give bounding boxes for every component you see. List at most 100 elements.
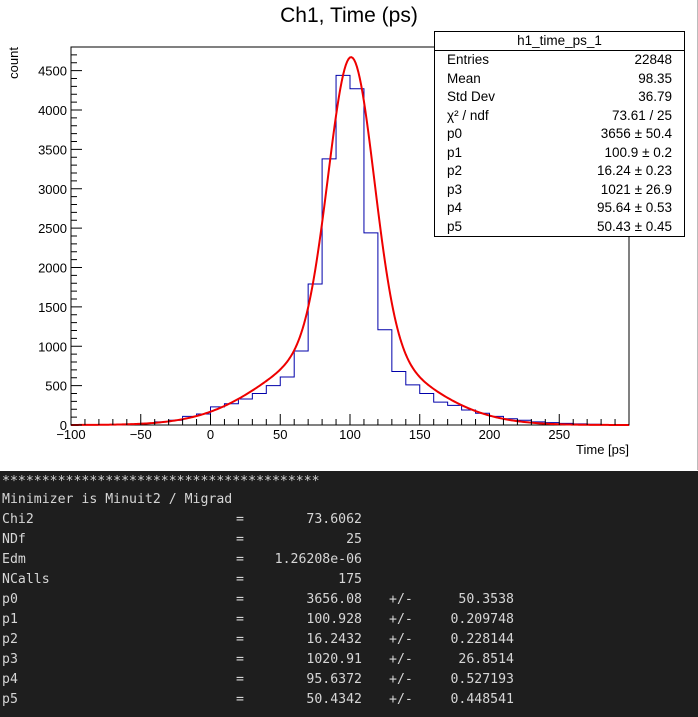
terminal-minimizer-line: Minimizer is Minuit2 / Migrad xyxy=(2,492,233,507)
stats-row: Mean 98.35 xyxy=(435,70,684,89)
stats-row: Entries 22848 xyxy=(435,51,684,70)
terminal-pm: +/- xyxy=(389,632,413,647)
stats-value: 100.9 ± 0.2 xyxy=(604,144,672,160)
histogram-bar xyxy=(420,394,434,426)
terminal-eq: = xyxy=(236,632,244,647)
stats-value: 3656 ± 50.4 xyxy=(600,126,672,141)
terminal-name: p3 xyxy=(2,652,18,667)
terminal-pm: +/- xyxy=(389,652,413,667)
terminal-eq: = xyxy=(236,672,244,687)
x-tick-label: −50 xyxy=(130,427,152,442)
stats-key: p3 xyxy=(447,181,463,197)
histogram-bar xyxy=(392,371,406,425)
x-tick-label: −100 xyxy=(56,427,85,442)
terminal-val: 25 xyxy=(346,532,362,547)
x-axis-label: Time [ps] xyxy=(576,442,629,457)
stats-value: 95.64 ± 0.53 xyxy=(597,200,672,215)
terminal-val: 100.928 xyxy=(306,612,362,627)
terminal-pm: +/- xyxy=(389,692,413,707)
stats-key: p1 xyxy=(447,144,463,160)
terminal-eq: = xyxy=(236,692,244,707)
terminal-eq: = xyxy=(236,612,244,627)
y-tick-label: 4500 xyxy=(38,64,67,79)
histogram-bar xyxy=(336,75,350,425)
terminal-row: Edm = 1.26208e-06 xyxy=(0,550,698,570)
y-tick-label: 1500 xyxy=(38,300,67,315)
histogram-bar xyxy=(252,394,266,426)
terminal-name: p2 xyxy=(2,632,18,647)
x-tick-label: 50 xyxy=(273,427,287,442)
histogram-bar xyxy=(378,330,392,425)
terminal-val: 16.2432 xyxy=(306,632,362,647)
stats-row: χ² / ndf 73.61 / 25 xyxy=(435,107,684,126)
y-tick-label: 2500 xyxy=(38,221,67,236)
terminal-row: p5 = 50.4342 +/- 0.448541 xyxy=(0,690,698,710)
x-tick-label: 100 xyxy=(339,427,361,442)
y-tick-label: 0 xyxy=(60,418,67,433)
stats-key: Mean xyxy=(447,70,481,86)
terminal-err: 50.3538 xyxy=(458,592,514,607)
stats-row: p1 100.9 ± 0.2 xyxy=(435,144,684,163)
terminal-output: ****************************************… xyxy=(0,471,698,717)
terminal-val: 1.26208e-06 xyxy=(274,552,362,567)
terminal-pm: +/- xyxy=(389,672,413,687)
histogram-bar xyxy=(224,404,238,425)
terminal-row: p4 = 95.6372 +/- 0.527193 xyxy=(0,670,698,690)
terminal-eq: = xyxy=(236,572,244,587)
stats-row: p2 16.24 ± 0.23 xyxy=(435,162,684,181)
histogram-bar xyxy=(350,89,364,425)
stats-row: Std Dev 36.79 xyxy=(435,88,684,107)
histogram-bar xyxy=(434,402,448,425)
stats-key: χ² / ndf xyxy=(447,107,489,123)
histogram-bar xyxy=(364,233,378,425)
stats-title: h1_time_ps_1 xyxy=(435,32,684,51)
histogram-bar xyxy=(406,385,420,425)
terminal-name: p0 xyxy=(2,592,18,607)
terminal-val: 95.6372 xyxy=(306,672,362,687)
x-tick-label: 0 xyxy=(207,427,214,442)
histogram-plot: −100 −50 0 50 100 150 200 250050010001500200025… xyxy=(6,46,630,457)
histogram-bar xyxy=(280,377,294,425)
y-axis-label: count xyxy=(6,47,21,79)
terminal-err: 26.8514 xyxy=(458,652,514,667)
stats-box: h1_time_ps_1 Entries 22848 Mean 98.35 Std De… xyxy=(434,31,685,237)
y-tick-label: 2000 xyxy=(38,261,67,276)
terminal-name: p5 xyxy=(2,692,18,707)
stats-rows: Entries 22848 Mean 98.35 Std Dev 36.79 χ² / nd… xyxy=(435,51,684,236)
terminal-pm: +/- xyxy=(389,592,413,607)
terminal-val: 3656.08 xyxy=(306,592,362,607)
terminal-eq: = xyxy=(236,552,244,567)
stats-row: p5 50.43 ± 0.45 xyxy=(435,218,684,237)
histogram-bar xyxy=(462,410,476,425)
terminal-row: p2 = 16.2432 +/- 0.228144 xyxy=(0,630,698,650)
stats-value: 1021 ± 26.9 xyxy=(600,181,672,197)
terminal-err: 0.527193 xyxy=(450,672,514,687)
terminal-row: NCalls = 175 xyxy=(0,570,698,590)
terminal-row: Chi2 = 73.6062 xyxy=(0,510,698,530)
terminal-val: 73.6062 xyxy=(306,512,362,527)
stats-row: p3 1021 ± 26.9 xyxy=(435,181,684,200)
stats-row: p0 3656 ± 50.4 xyxy=(435,125,684,144)
terminal-eq: = xyxy=(236,592,244,607)
stats-key: p2 xyxy=(447,163,463,178)
terminal-name: p4 xyxy=(2,672,18,687)
terminal-name: NDf xyxy=(2,532,26,547)
stats-key: p4 xyxy=(447,200,463,215)
terminal-row: p0 = 3656.08 +/- 50.3538 xyxy=(0,590,698,610)
terminal-val: 50.4342 xyxy=(306,692,362,707)
stats-row: p4 95.64 ± 0.53 xyxy=(435,199,684,218)
terminal-pm: +/- xyxy=(389,612,413,627)
terminal-err: 0.228144 xyxy=(450,632,514,647)
y-tick-label: 3500 xyxy=(38,142,67,157)
fit-curve xyxy=(70,56,629,426)
stats-value: 22848 xyxy=(634,52,672,67)
stats-key: Entries xyxy=(447,52,490,67)
terminal-err: 0.448541 xyxy=(450,692,514,707)
stats-key: p5 xyxy=(447,218,463,234)
stats-value: 98.35 xyxy=(638,70,672,86)
terminal-row: p3 = 1020.91 +/- 26.8514 xyxy=(0,650,698,670)
stats-value: 73.61 / 25 xyxy=(611,107,672,123)
stats-value: 16.24 ± 0.23 xyxy=(597,163,672,178)
y-tick-label: 3000 xyxy=(38,182,67,197)
histogram-bar xyxy=(238,399,252,425)
